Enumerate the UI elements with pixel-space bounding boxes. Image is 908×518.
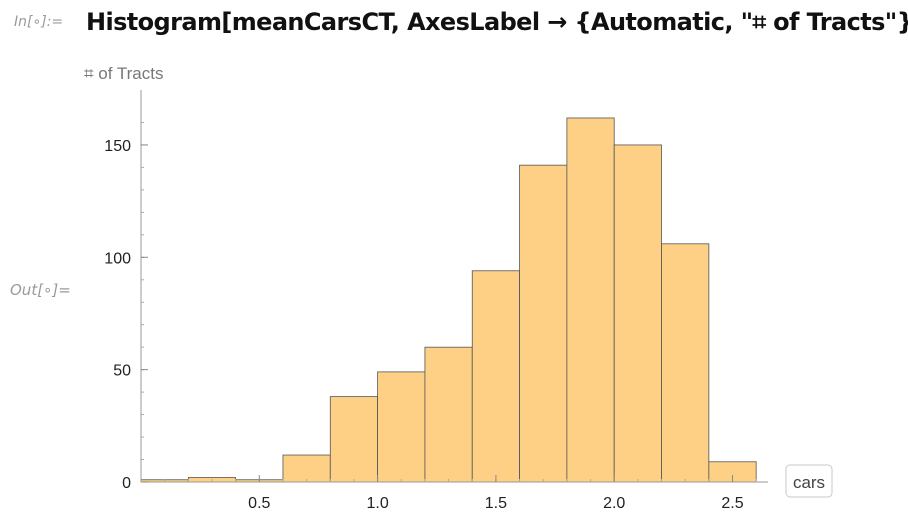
y-tick-label: 50 [113,363,131,380]
histogram-bar [471,270,520,483]
histogram-bars [140,117,757,483]
histogram-bar [424,346,473,483]
x-tick-label: 1.0 [366,495,388,512]
y-tick-label: 0 [122,475,131,492]
histogram-bar [519,164,568,483]
x-axis-label: cars [793,473,825,492]
y-axis-label: ⌗ of Tracts [84,64,163,83]
x-tick-label: 2.0 [603,495,625,512]
histogram-bar [377,371,426,483]
x-tick-label: 2.5 [721,495,743,512]
output-cell-label: Out[∘]= [10,281,71,299]
y-tick-label: 150 [104,138,131,155]
chart-axes: 0.5 1.0 1.5 2.0 2.5 0 50 100 150 [104,90,768,512]
histogram-bar [661,243,710,483]
x-axis-label-box: cars [785,464,833,498]
histogram-bar [329,396,379,483]
x-tick-label: 0.5 [248,495,270,512]
x-tick-label: 1.5 [485,495,507,512]
input-cell-label: In[∘]:= [14,14,64,30]
input-code[interactable]: Histogram[meanCarsCT, AxesLabel → {Autom… [86,8,908,36]
histogram-bar [566,117,615,483]
histogram-bar [282,454,331,483]
y-tick-label: 100 [104,250,131,267]
histogram-bar [613,144,662,483]
